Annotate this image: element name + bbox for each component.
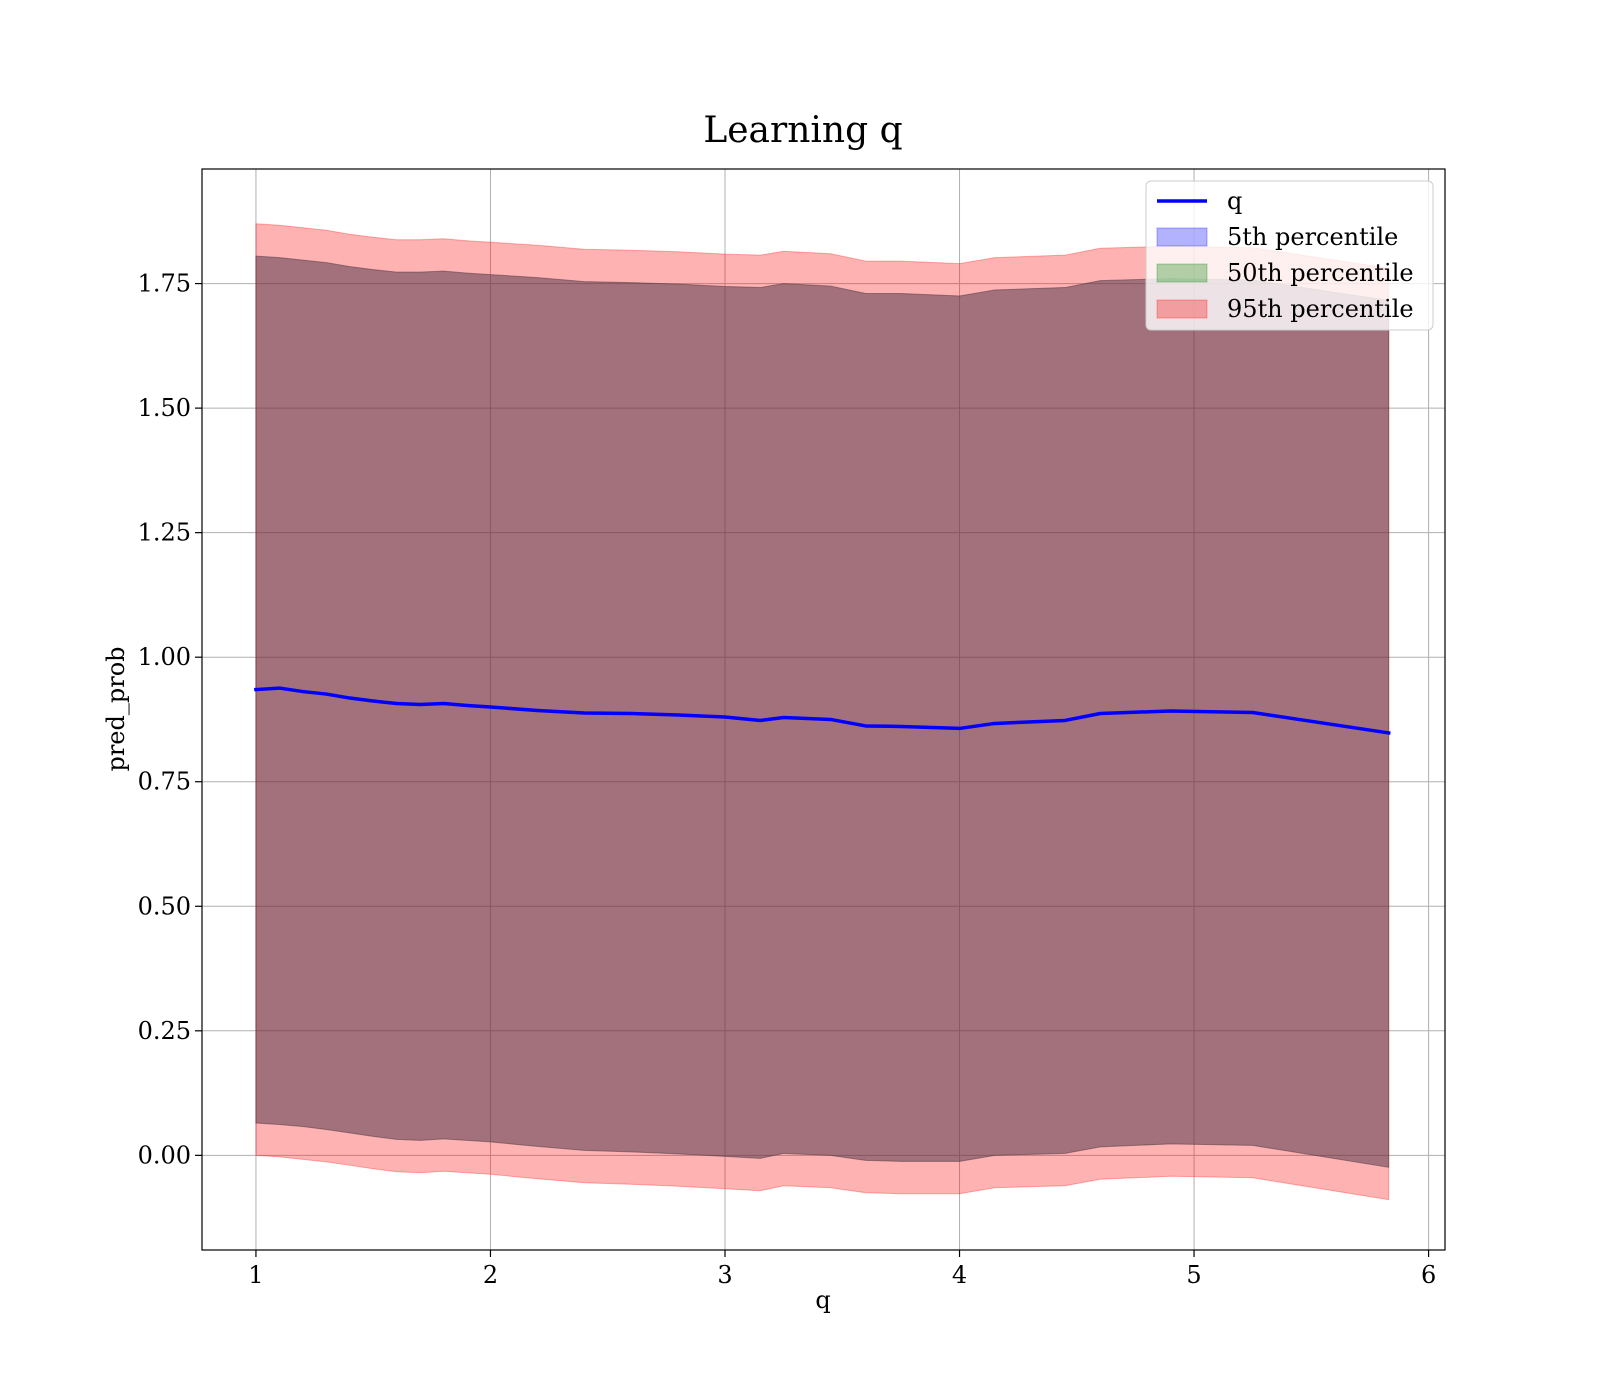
chart-title: Learning q: [703, 110, 902, 151]
y-axis-label: pred_prob: [102, 646, 130, 771]
grid: [202, 169, 1445, 1250]
y-tick-label: 0.75: [138, 768, 191, 796]
axes-frame: [201, 168, 1446, 1251]
band-1: [255, 255, 1390, 1168]
x-tick-label: 4: [952, 1261, 967, 1289]
band-2: [255, 255, 1390, 1168]
plot-area: [202, 169, 1445, 1250]
legend-swatch-patch: [1156, 263, 1208, 283]
legend-label: 95th percentile: [1227, 295, 1414, 323]
axis-ticks: 1 2 3 4 5 6 0.00 0.25 0.50 0.75 1.00 1.25 1.50 1.75: [138, 270, 1437, 1289]
y-tick-label: 1.00: [138, 643, 191, 671]
legend-label: q: [1227, 187, 1242, 215]
x-tick-label: 6: [1421, 1261, 1436, 1289]
x-tick-label: 3: [717, 1261, 732, 1289]
legend-box: [1145, 180, 1434, 331]
legend-label: 50th percentile: [1227, 259, 1414, 287]
series-line-q: [254, 686, 1391, 735]
legend-swatch-patch: [1156, 299, 1208, 319]
y-tick-label: 1.25: [138, 519, 191, 547]
x-axis-label: q: [815, 1286, 830, 1314]
x-tick-label: 5: [1186, 1261, 1201, 1289]
series-lines: [254, 686, 1391, 735]
y-tick-label: 1.75: [138, 270, 191, 298]
y-tick-label: 0.50: [138, 892, 191, 920]
y-tick-label: 1.50: [138, 394, 191, 422]
band-3: [255, 223, 1390, 1201]
x-tick-label: 2: [483, 1261, 498, 1289]
y-tick-label: 0.25: [138, 1017, 191, 1045]
x-tick-label: 1: [248, 1261, 263, 1289]
legend-label: 5th percentile: [1227, 223, 1398, 251]
legend-swatch-patch: [1156, 227, 1208, 247]
y-tick-label: 0.00: [138, 1141, 191, 1169]
percentile-bands: [255, 223, 1390, 1201]
legend: q 5th percentile 50th percentile 95th perce…: [1145, 180, 1434, 331]
